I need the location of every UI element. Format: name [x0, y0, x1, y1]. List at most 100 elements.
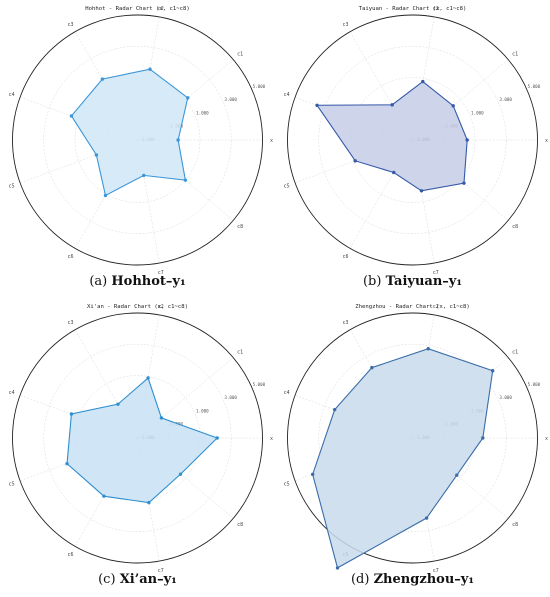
radar-panel-xian: -3.000-1.0001.0003.0005.000xc1c2c3c4c5c6…: [0, 298, 275, 596]
radar-data-point: [481, 436, 485, 440]
radar-data-point: [146, 376, 150, 380]
axis-label-c4: c4: [284, 390, 290, 396]
radar-panel-hohhot: -3.000-1.0001.0003.0005.000xc1c2c3c4c5c6…: [0, 0, 275, 298]
radial-tick-label: 1.000: [196, 408, 209, 413]
axis-label-c8: c8: [237, 224, 243, 230]
radial-tick-label: 1.000: [196, 110, 209, 115]
radar-chart-zhengzhou: -3.000-1.0001.0003.0005.000xc1c2c3c4c5c6…: [284, 304, 548, 574]
axis-label-c2: c2: [158, 304, 164, 310]
radar-chart-hohhot: -3.000-1.0001.0003.0005.000xc1c2c3c4c5c6…: [9, 6, 273, 276]
axis-label-c3: c3: [342, 22, 348, 28]
radar-data-point: [215, 436, 219, 440]
radar-data-point: [455, 473, 459, 477]
axis-label-c8: c8: [512, 224, 518, 230]
chart-title: Hohhot - Radar Chart (x, c1~c8): [85, 6, 189, 12]
axis-label-c7: c7: [433, 568, 439, 574]
caption-letter: (a): [89, 274, 108, 289]
radial-tick-label: 5.000: [528, 382, 541, 387]
figure-caption: (b) Taiyuan–y₁: [275, 274, 550, 290]
axis-label-c3: c3: [67, 320, 73, 326]
radar-outer-circle: [287, 312, 538, 564]
axis-label-c2: c2: [433, 6, 439, 12]
radar-data-point: [419, 189, 424, 193]
radar-data-point: [147, 500, 151, 505]
radar-data-point: [178, 472, 183, 476]
radar-data-point: [421, 79, 425, 84]
chart-title: Zhengzhou - Radar Chart (x, c1~c8): [355, 304, 470, 310]
radar-outer-circle: [12, 14, 263, 266]
radar-data-point: [65, 461, 69, 466]
radar-data-point: [159, 416, 164, 420]
axis-label-c8: c8: [237, 522, 243, 528]
radar-series-area: [66, 377, 219, 504]
radar-data-point: [148, 67, 152, 71]
radar-data-point: [103, 193, 108, 198]
axis-label-c4: c4: [284, 92, 290, 98]
caption-name: Hohhot–y₁: [111, 274, 186, 289]
radar-data-point: [183, 178, 188, 182]
radar-data-point: [465, 138, 469, 142]
axis-label-c4: c4: [9, 92, 15, 98]
radar-data-point: [392, 170, 396, 175]
radar-data-point: [69, 114, 74, 118]
radar-data-point: [451, 104, 455, 108]
radial-tick-label: 1.000: [471, 110, 484, 115]
radar-data-point: [186, 96, 190, 100]
radar-grid: [287, 14, 538, 266]
radar-data-point: [69, 412, 74, 416]
axis-label-x: x: [545, 138, 548, 144]
radar-data-point: [310, 472, 315, 477]
axis-label-c5: c5: [284, 482, 290, 488]
radial-tick-label: 3.000: [499, 97, 512, 102]
radar-series-area: [70, 68, 189, 197]
radar-data-point: [315, 103, 319, 107]
axis-label-c1: c1: [237, 52, 243, 58]
radar-data-point: [353, 159, 357, 163]
axis-label-c3: c3: [342, 320, 348, 326]
axis-label-c6: c6: [342, 254, 348, 260]
radar-data-point: [490, 369, 495, 373]
radial-tick-label: 5.000: [528, 84, 541, 89]
radar-series-area: [316, 80, 468, 192]
radar-outer-circle: [287, 14, 538, 266]
radar-data-point: [176, 138, 180, 142]
radar-data-point: [100, 77, 105, 81]
radar-gridline-circle: [318, 344, 507, 532]
axis-label-x: x: [270, 436, 273, 442]
radar-data-point: [370, 365, 374, 370]
radar-data-point: [94, 153, 99, 157]
figure-caption: (a) Hohhot–y₁: [0, 274, 275, 290]
radar-data-point: [116, 402, 120, 406]
axis-label-c2: c2: [433, 304, 439, 310]
caption-letter: (b): [362, 274, 382, 289]
axis-label-c3: c3: [67, 22, 73, 28]
radial-tick-label: 3.000: [224, 395, 237, 400]
radar-gridline-circle: [43, 46, 232, 234]
radar-data-point: [102, 494, 106, 498]
axis-label-c6: c6: [67, 552, 73, 558]
axis-label-c5: c5: [284, 184, 290, 190]
axis-label-c7: c7: [158, 270, 164, 276]
caption-name: Taiyuan–y₁: [385, 274, 463, 289]
axis-label-c4: c4: [9, 390, 15, 396]
axis-label-c6: c6: [67, 254, 73, 260]
axis-label-x: x: [545, 436, 548, 442]
radar-panel-zhengzhou: -3.000-1.0001.0003.0005.000xc1c2c3c4c5c6…: [275, 298, 550, 596]
chart-title: Xi'an - Radar Chart (x, c1~c8): [87, 304, 188, 310]
radar-gridline-circle: [318, 46, 507, 234]
chart-title: Taiyuan - Radar Chart (x, c1~c8): [359, 6, 467, 12]
caption-name: Xi’an–y₁: [119, 572, 177, 587]
radial-tick-label: 3.000: [499, 395, 512, 400]
axis-label-x: x: [270, 138, 273, 144]
axis-label-c1: c1: [512, 52, 518, 58]
radar-chart-taiyuan: -3.000-1.0001.0003.0005.000xc1c2c3c4c5c6…: [284, 6, 548, 276]
radar-data-point: [332, 407, 337, 412]
radial-tick-label: 5.000: [253, 382, 266, 387]
radial-tick-label: 5.000: [253, 84, 266, 89]
radar-data-point: [426, 347, 430, 351]
radial-tick-label: 3.000: [224, 97, 237, 102]
axis-label-c7: c7: [433, 270, 439, 276]
radar-data-point: [390, 103, 394, 107]
caption-letter: (c): [98, 572, 116, 587]
axis-label-c7: c7: [158, 568, 164, 574]
